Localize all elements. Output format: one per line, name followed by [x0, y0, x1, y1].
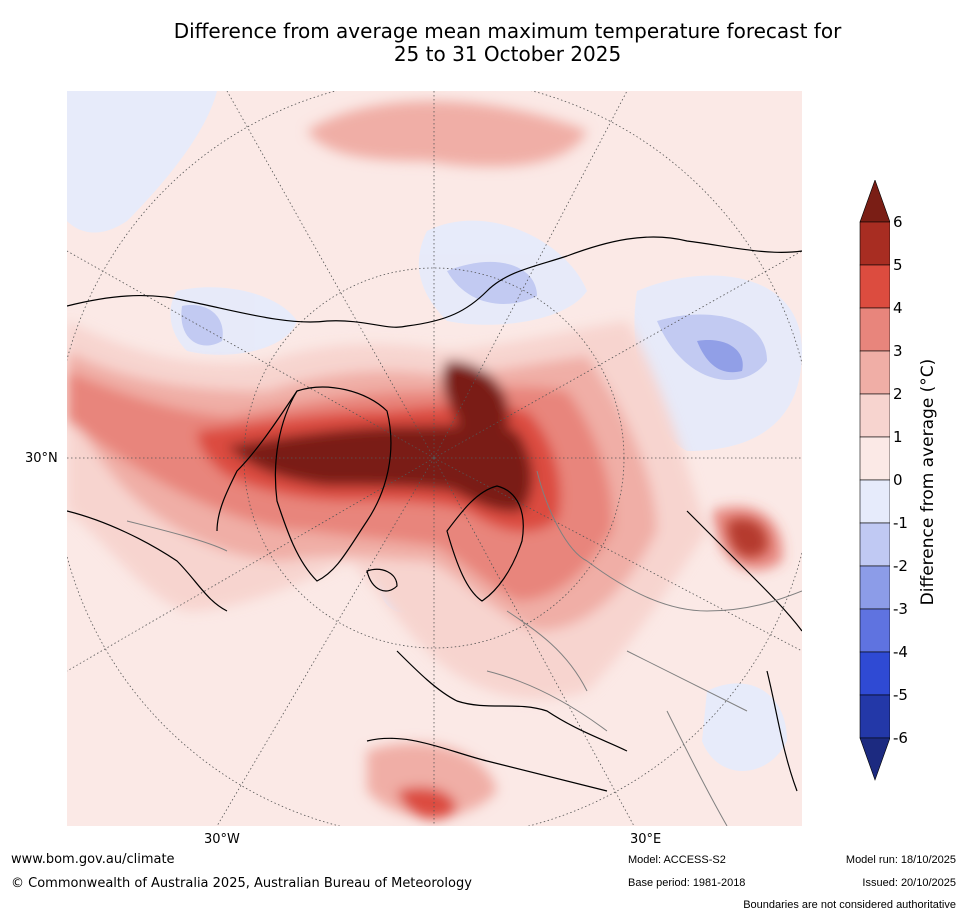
coastline-north-america: [67, 294, 408, 612]
warm-anomaly-regions: [67, 101, 783, 820]
colorbar-tick-label: 4: [893, 299, 903, 317]
warm-band-6c: [227, 424, 533, 512]
colorbar-extend-bottom: [859, 737, 891, 781]
boundary-europe-2: [486, 670, 608, 732]
boundary-asia-2: [666, 710, 728, 826]
colorbar-title: Difference from average (°C): [918, 358, 938, 606]
cool-region-north-siberia-inner: [447, 261, 537, 304]
cool-anomaly-regions: [67, 91, 802, 771]
boundaries-disclaimer: Boundaries are not considered authoritat…: [743, 899, 956, 911]
title-line-2: 25 to 31 October 2025: [393, 42, 622, 66]
colorbar-bin: [859, 436, 891, 481]
cool-region-northwest: [67, 91, 217, 233]
issued-info: Issued: 20/10/2025: [862, 877, 956, 889]
boundary-europe-1: [506, 610, 588, 692]
colorbar-bin: [859, 479, 891, 524]
warm-core-north-africa: [397, 787, 457, 820]
colorbar-tick-label: -6: [893, 729, 908, 747]
colorbar-bin: [859, 307, 891, 352]
colorbar-bin: [859, 393, 891, 438]
graticule: [67, 91, 802, 826]
boundary-asia-1: [626, 650, 748, 712]
base-period-info: Base period: 1981-2018: [628, 877, 746, 889]
model-run-info: Model run: 18/10/2025: [845, 854, 956, 866]
colorbar-bin: [859, 264, 891, 309]
colorbar-bin: [859, 651, 891, 696]
country-boundaries: [126, 470, 802, 826]
colorbar-bin: [859, 565, 891, 610]
anomaly-map: [67, 91, 802, 826]
warm-region-north-pacific-top: [307, 101, 587, 167]
coastline-east-asia: [686, 510, 802, 792]
coastline-scandinavia: [446, 485, 524, 602]
website-link[interactable]: www.bom.gov.au/climate: [11, 852, 175, 867]
cool-region-asia: [702, 683, 787, 771]
coastline-eurasia-arctic: [406, 236, 802, 327]
coastline-iceland: [366, 568, 398, 592]
meridian-30w: [216, 457, 435, 826]
boundary-russia-south: [586, 560, 802, 612]
lat-label-30n: 30°N: [25, 451, 58, 466]
cool-region-pacific-inner: [181, 305, 223, 346]
coastline-europe: [366, 650, 628, 792]
colorbar-tick-label: 5: [893, 256, 903, 274]
colorbar-tick-label: 1: [893, 428, 903, 446]
meridian-30e: [433, 457, 635, 826]
colorbar-extend-top: [859, 179, 891, 223]
colorbar-tick-label: -3: [893, 600, 908, 618]
warm-core-europe: [442, 361, 509, 441]
meridian-150e: [433, 91, 628, 459]
colorbar-bin: [859, 608, 891, 653]
colorbar-swatches: [859, 179, 891, 781]
colorbar-tick-label: 3: [893, 342, 903, 360]
colorbar: [850, 179, 891, 786]
colorbar-tick-label: -2: [893, 557, 908, 575]
model-info: Model: ACCESS-S2: [628, 854, 726, 866]
colorbar-tick-label: 0: [893, 471, 903, 489]
coastline-greenland: [274, 386, 392, 582]
colorbar-bin: [859, 694, 891, 739]
warm-region-north-africa: [367, 743, 497, 818]
chart-title: Difference from average mean maximum tem…: [60, 20, 955, 66]
boundary-canada-us: [126, 520, 228, 552]
cool-region-east-siberia-core: [697, 340, 743, 373]
meridian-60w: [67, 457, 435, 672]
boundary-russia-west: [536, 470, 588, 562]
colorbar-tick-label: -5: [893, 686, 908, 704]
colorbar-bin: [859, 350, 891, 395]
colorbar-bin: [859, 522, 891, 567]
coastlines: [67, 236, 802, 792]
meridian-60e: [433, 457, 802, 652]
colorbar-bin: [859, 221, 891, 266]
copyright-text: © Commonwealth of Australia 2025, Austra…: [11, 876, 472, 891]
colorbar-tick-label: -4: [893, 643, 908, 661]
lon-label-30w: 30°W: [204, 832, 240, 847]
title-line-1: Difference from average mean maximum tem…: [173, 19, 842, 43]
colorbar-tick-label: -1: [893, 514, 908, 532]
lon-label-30e: 30°E: [630, 832, 662, 847]
colorbar-tick-label: 6: [893, 213, 903, 231]
colorbar-tick-label: 2: [893, 385, 903, 403]
